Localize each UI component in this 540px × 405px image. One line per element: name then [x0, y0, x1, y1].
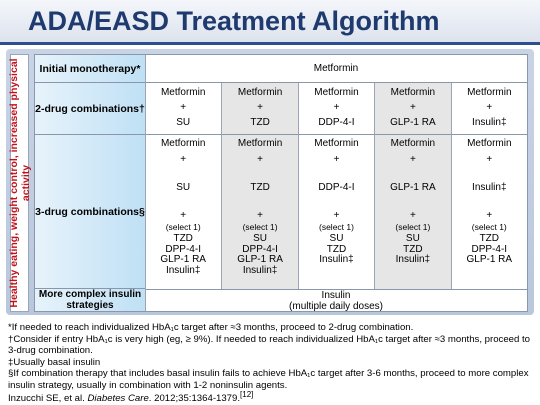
three-drug-column: Metformin + SU + (select 1) TZD DPP-4-I GLP-1 R…: [145, 135, 222, 289]
three-drug-drug: GLP-1 RA: [390, 182, 436, 193]
slide-title: ADA/EASD Treatment Algorithm: [28, 6, 440, 36]
two-drug-plus: +: [180, 102, 187, 113]
initial-value-text: Metformin: [313, 62, 359, 74]
two-drug-column: Metformin + DDP-4-I: [297, 83, 375, 135]
three-drug-column: Metformin + TZD + (select 1) SU DPP-4-I GLP-1 R…: [221, 135, 298, 289]
three-drug-plus: +: [333, 154, 340, 165]
three-drug-option: DPP-4-I: [242, 243, 278, 255]
three-drug-top: Metformin: [467, 138, 512, 149]
three-drug-plus: +: [257, 154, 263, 165]
two-drug-top: Metformin: [390, 87, 436, 98]
two-drug-drug: DDP-4-I: [318, 117, 355, 128]
three-drug-option: TZD: [479, 233, 500, 244]
footnotes: *If needed to reach individualized HbA₁c…: [8, 322, 536, 392]
three-drug-option: DPP-4-I: [165, 243, 201, 255]
footnote-4: §If combination therapy that includes ba…: [8, 368, 529, 391]
three-drug-option: GLP-1 RA: [160, 254, 206, 265]
three-drug-select: (select 1): [395, 222, 431, 232]
two-drug-drug: SU: [176, 117, 191, 128]
three-drug-drug: TZD: [250, 182, 270, 193]
three-drug-drug: Insulin‡: [472, 182, 507, 193]
three-drug-plus2: +: [409, 210, 416, 221]
three-drug-option: Insulin‡: [319, 254, 354, 265]
citation: Inzucchi SE, et al. Diabetes Care. 2012;…: [8, 389, 253, 405]
three-drug-option: Insulin‡: [242, 264, 278, 276]
three-drug-top: Metformin: [237, 138, 283, 149]
three-drug-top: Metformin: [390, 138, 436, 149]
three-drug-option: SU: [405, 233, 420, 244]
footnote-1: *If needed to reach individualized HbA₁c…: [8, 322, 414, 333]
three-drug-option: TZD: [326, 243, 347, 255]
three-drug-plus: +: [409, 154, 416, 165]
three-drug-drug: SU: [176, 182, 191, 193]
three-drug-select: (select 1): [165, 222, 201, 232]
three-drug-option: GLP-1 RA: [466, 254, 513, 265]
three-drug-option: SU: [329, 233, 344, 244]
three-drug-column: Metformin + Insulin‡ + (select 1) TZD DPP-4-I G…: [450, 135, 527, 289]
two-drug-label-text: 2-drug combinations†: [35, 102, 145, 115]
footnote-2: †Consider if entry HbA₁c is very high (e…: [8, 333, 531, 357]
complex-value-text: Insulin: [321, 290, 351, 301]
three-drug-option: TZD: [173, 233, 193, 244]
two-drug-plus: +: [409, 102, 416, 113]
three-drug-plus: +: [180, 154, 187, 165]
two-drug-column: Metformin + TZD: [221, 83, 298, 135]
title-rule: [0, 42, 540, 45]
three-drug-plus2: +: [257, 210, 263, 221]
three-drug-column: Metformin + DDP-4-I + (select 1) SU TZD Insulin…: [297, 135, 375, 289]
lifestyle-label: Healthy eating, weight control, increase…: [7, 58, 32, 308]
citation-journal: Diabetes Care: [87, 393, 149, 405]
three-drug-plus: +: [486, 154, 493, 165]
citation-ref: [12]: [240, 390, 254, 399]
two-drug-top: Metformin: [160, 87, 206, 98]
three-drug-option: TZD: [403, 243, 423, 255]
three-drug-top: Metformin: [314, 138, 359, 149]
footnote-3: ‡Usually basal insulin: [8, 356, 101, 368]
two-drug-top: Metformin: [467, 87, 512, 98]
three-drug-plus2: +: [486, 210, 493, 221]
three-drug-top: Metformin: [160, 138, 206, 149]
citation-authors: Inzucchi SE, et al.: [8, 393, 85, 405]
complex-label-text: More complex insulin strategies: [38, 289, 142, 311]
row-label-complex: More complex insulin strategies: [35, 289, 145, 311]
two-drug-top: Metformin: [237, 87, 283, 98]
complex-value-sub: (multiple daily doses): [289, 300, 383, 312]
three-drug-select: (select 1): [242, 222, 278, 232]
two-drug-column: Metformin + Insulin‡: [450, 83, 527, 135]
initial-value: Metformin: [145, 55, 527, 83]
two-drug-plus: +: [333, 102, 340, 113]
two-drug-drug: GLP-1 RA: [390, 117, 436, 128]
lifestyle-sidebar: Healthy eating, weight control, increase…: [7, 54, 32, 312]
two-drug-column: Metformin + SU: [145, 83, 222, 135]
three-drug-select: (select 1): [471, 222, 507, 232]
citation-details: . 2012;35:1364-1379.: [148, 393, 241, 405]
two-drug-drug: TZD: [250, 117, 270, 128]
three-drug-drug: DDP-4-I: [318, 182, 355, 193]
three-drug-option: Insulin‡: [395, 254, 431, 265]
two-drug-top: Metformin: [314, 87, 359, 98]
three-drug-column: Metformin + GLP-1 RA + (select 1) SU TZD Insuli…: [374, 135, 451, 289]
three-drug-plus2: +: [180, 210, 187, 221]
three-drug-plus2: +: [333, 210, 340, 221]
header-divider: [145, 55, 146, 311]
three-drug-option: DPP-4-I: [471, 243, 508, 255]
three-drug-label-text: 3-drug combinations§: [35, 205, 145, 218]
initial-label-text: Initial monotherapy*: [39, 62, 141, 75]
two-drug-drug: Insulin‡: [472, 117, 507, 128]
two-drug-plus: +: [257, 102, 263, 113]
complex-value: Insulin (multiple daily doses): [145, 289, 527, 311]
two-drug-column: Metformin + GLP-1 RA: [374, 83, 451, 135]
row-label-3drug: 3-drug combinations§: [35, 135, 145, 289]
three-drug-option: Insulin‡: [165, 264, 201, 276]
treatment-grid: Initial monotherapy* Metformin 2-drug co…: [34, 54, 528, 312]
three-drug-option: GLP-1 RA: [237, 254, 283, 265]
row-label-initial: Initial monotherapy*: [35, 55, 145, 83]
three-drug-option: SU: [253, 233, 268, 244]
title-bar: [0, 0, 540, 42]
three-drug-select: (select 1): [319, 222, 354, 232]
row-label-2drug: 2-drug combinations†: [35, 83, 145, 135]
two-drug-plus: +: [486, 102, 493, 113]
